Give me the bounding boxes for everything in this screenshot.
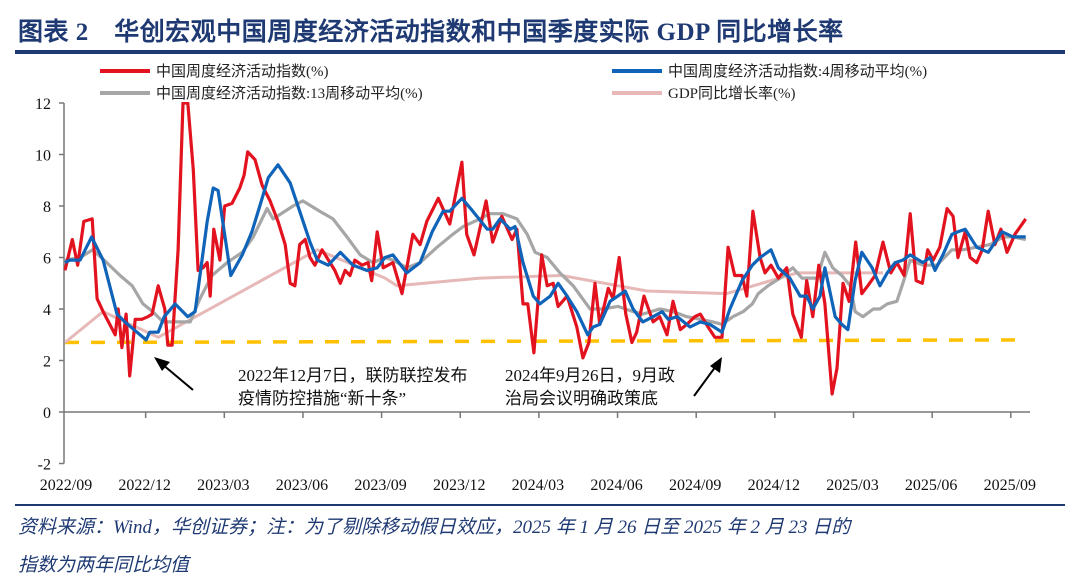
series-line-4wk-ma [64, 163, 1026, 342]
series-line-weekly-index [63, 102, 1028, 396]
x-tick-label: 2024/09 [669, 477, 721, 494]
annotation-2024-line1: 2024年9月26日，9月政 [505, 366, 675, 385]
x-tick-label: 2024/03 [512, 477, 564, 494]
arrow-2024 [693, 357, 722, 397]
source-note-line2: 指数为两年同比均值 [18, 555, 190, 576]
title-divider [15, 50, 1065, 54]
x-tick-label: 2023/06 [276, 477, 328, 494]
x-tick-label: 2023/12 [433, 477, 485, 494]
legend: 中国周度经济活动指数(%) 中国周度经济活动指数:4周移动平均(%) 中国周度经… [100, 63, 927, 102]
x-tick-label: 2022/09 [40, 477, 92, 494]
legend-label-index: 中国周度经济活动指数(%) [156, 63, 329, 80]
x-tick-label: 2025/03 [826, 477, 878, 494]
x-tick-label: 2024/06 [590, 477, 642, 494]
annotation-2022-line2: 疫情防控措施“新十条” [238, 389, 406, 408]
series-layer [63, 102, 1028, 396]
y-tick-label: 12 [35, 96, 51, 113]
footer-divider [15, 504, 1065, 506]
legend-label-13wk-ma: 中国周度经济活动指数:13周移动平均(%) [156, 85, 423, 102]
source-note-line1: 资料来源：Wind，华创证券；注：为了剔除移动假日效应，2025 年 1 月 2… [18, 517, 851, 538]
x-tick-label: 2025/09 [984, 477, 1036, 494]
x-tick-label: 2023/03 [197, 477, 249, 494]
x-tick-label: 2023/09 [354, 477, 406, 494]
annotation-2022-line1: 2022年12月7日，联防联控发布 [238, 366, 468, 385]
reference-line-dashed [64, 338, 1021, 345]
x-tick-label: 2025/06 [905, 477, 957, 494]
axes: 12 10 8 6 4 2 0 -2 2022/09 2022/12 2023/03 2023/06 2… [35, 96, 1036, 494]
y-tick-label: 10 [35, 148, 51, 165]
arrow-2022 [154, 357, 194, 391]
x-tick-label: 2024/12 [748, 477, 800, 494]
legend-label-gdp: GDP同比增长率(%) [668, 85, 796, 102]
series-line-gdp [64, 248, 883, 344]
series-line-13wk-ma [64, 199, 1027, 326]
y-tick-label: 6 [43, 251, 51, 268]
annotations: 2022年12月7日，联防联控发布 疫情防控措施“新十条” 2024年9月26日… [154, 357, 722, 408]
y-tick-label: 4 [43, 302, 51, 319]
y-tick-label: 2 [43, 354, 51, 371]
legend-label-4wk-ma: 中国周度经济活动指数:4周移动平均(%) [668, 63, 927, 80]
y-tick-label: -2 [38, 457, 51, 474]
annotation-2024-line2: 治局会议明确政策底 [505, 389, 658, 408]
y-tick-label: 0 [43, 405, 51, 422]
chart-title: 图表 2 华创宏观中国周度经济活动指数和中国季度实际 GDP 同比增长率 [18, 19, 844, 46]
x-tick-label: 2022/12 [118, 477, 170, 494]
y-tick-label: 8 [43, 199, 51, 216]
